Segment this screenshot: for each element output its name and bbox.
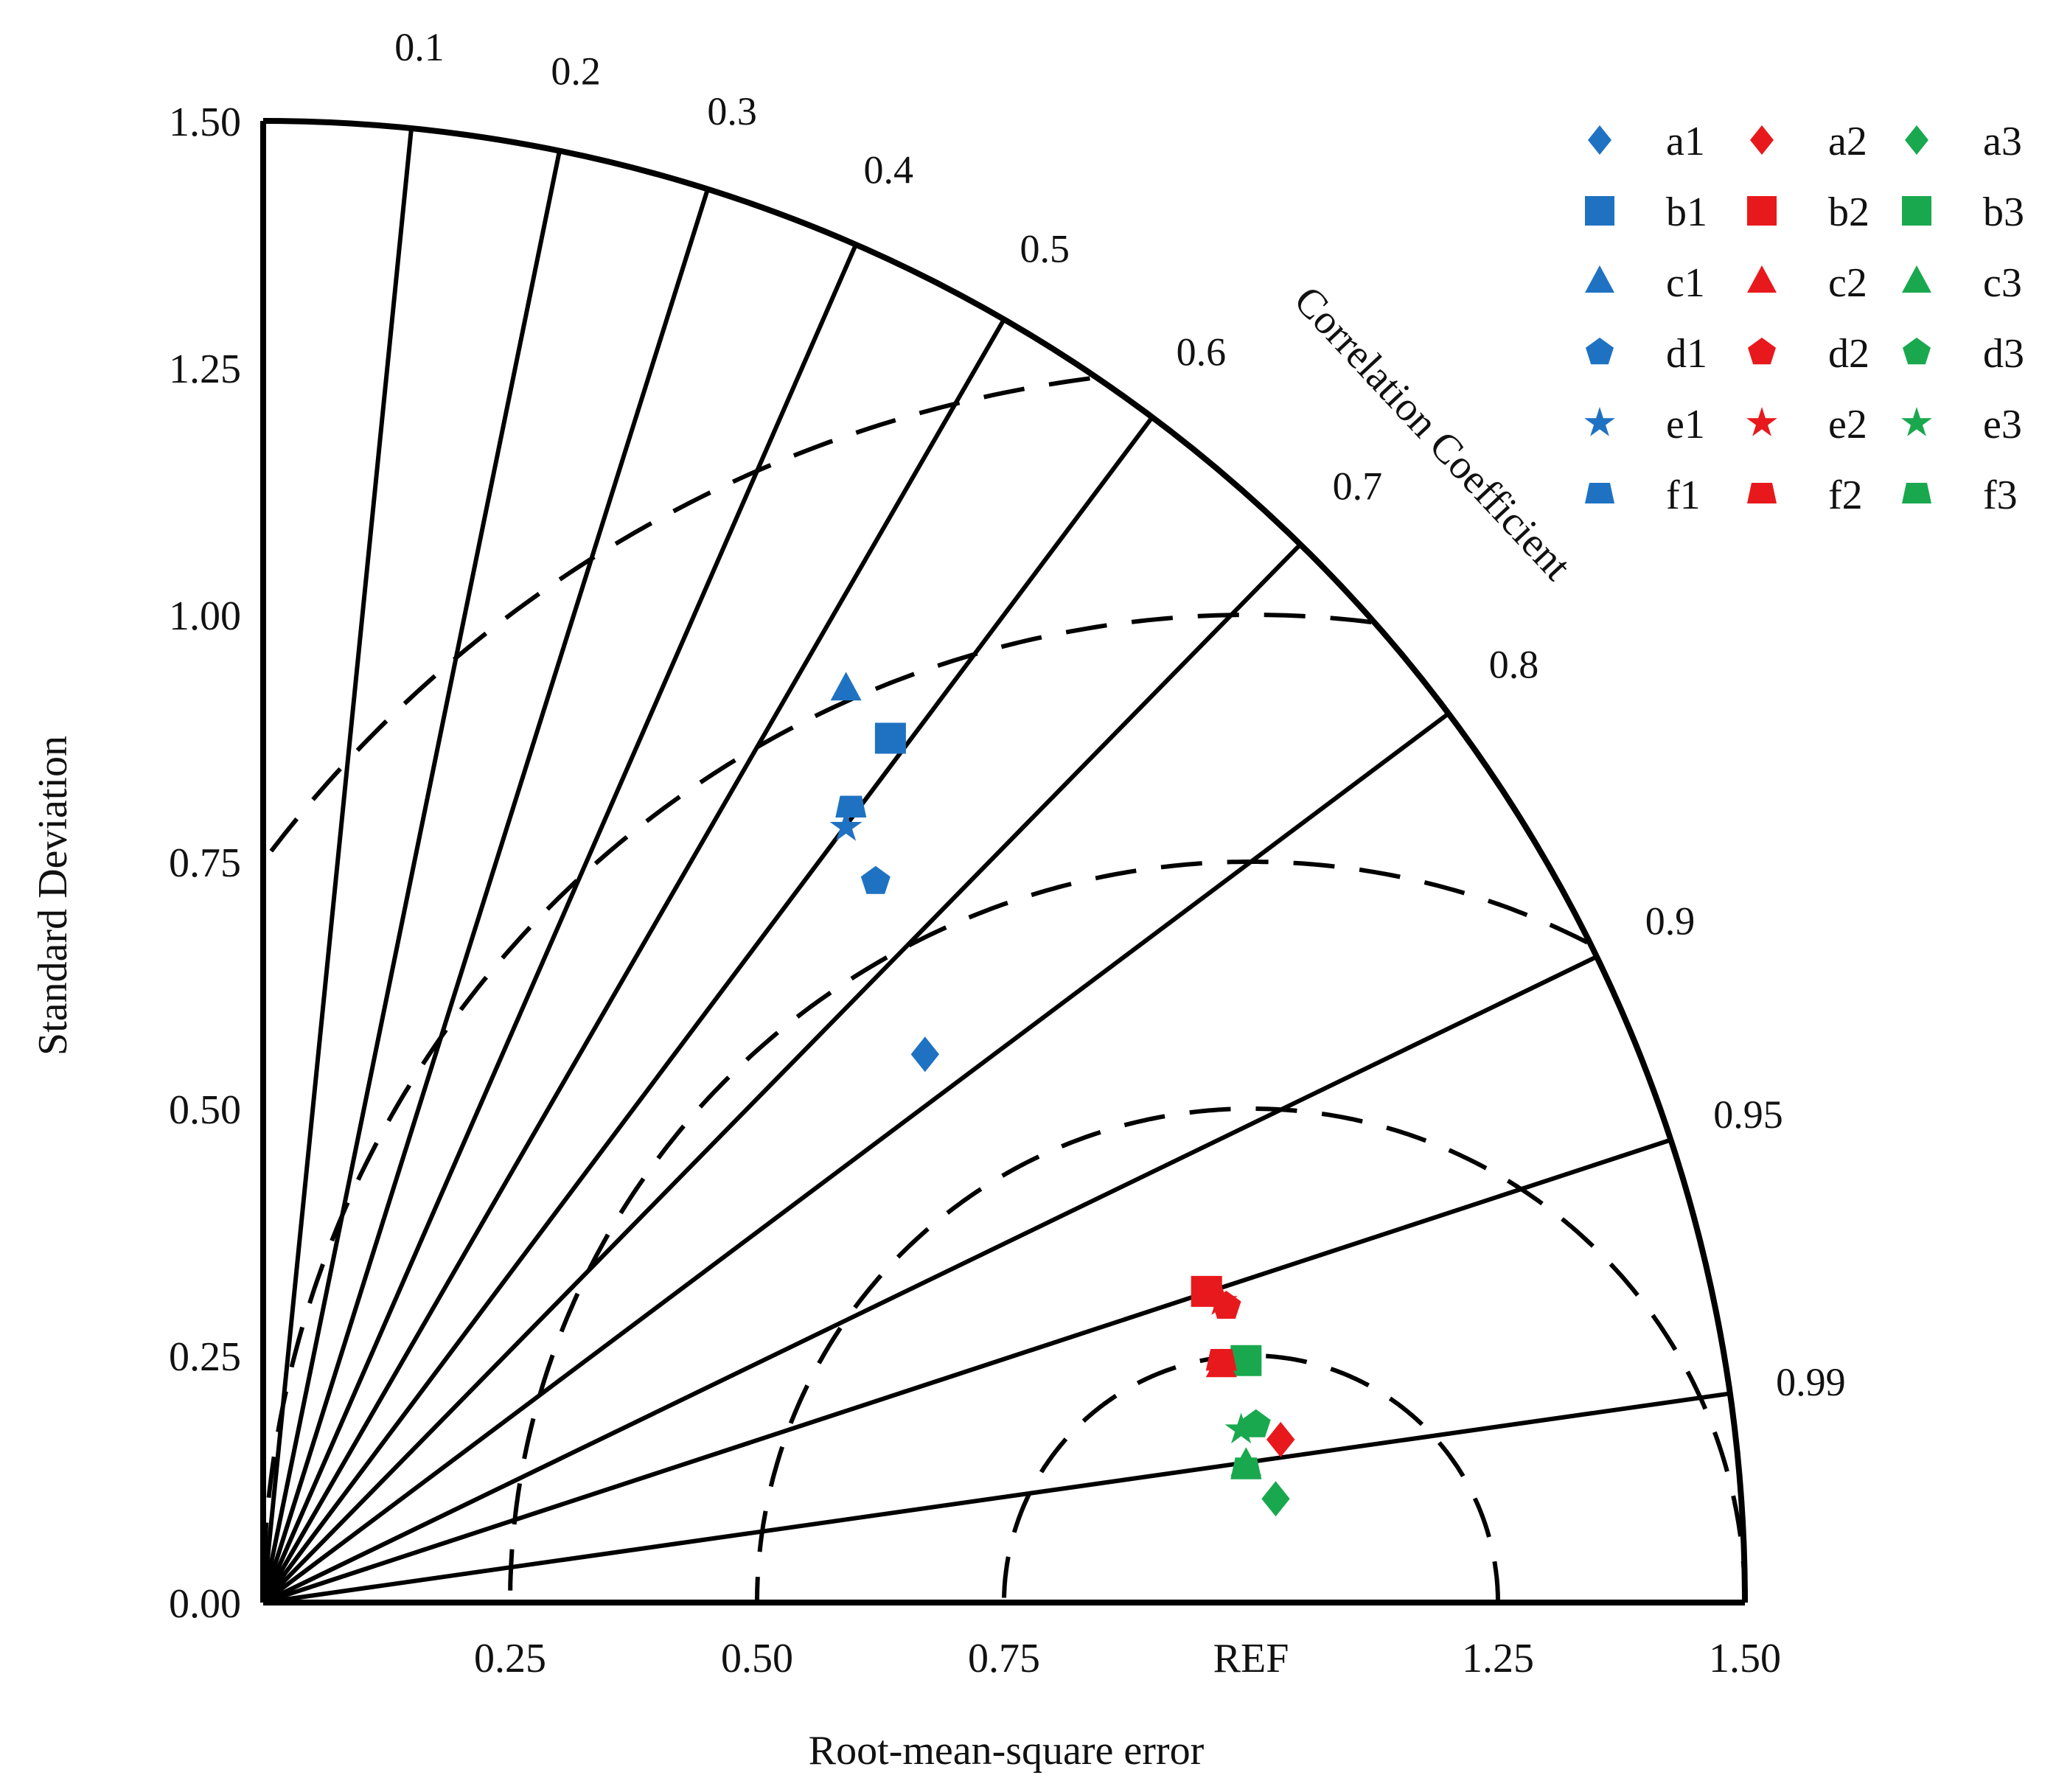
rms-contour-0.5 bbox=[755, 1106, 1747, 1603]
legend-marker-b3 bbox=[1902, 196, 1931, 226]
legend-marker-a3 bbox=[1905, 125, 1928, 155]
correlation-tick-label: 0.8 bbox=[1489, 643, 1539, 687]
legend-marker-f1 bbox=[1585, 483, 1614, 503]
legend-label-e2: e2 bbox=[1828, 402, 1867, 447]
legend-label-f1: f1 bbox=[1666, 473, 1701, 518]
correlation-tick-label: 0.5 bbox=[1020, 227, 1070, 271]
legend-label-a1: a1 bbox=[1666, 119, 1705, 164]
x-tick-label: 0.75 bbox=[968, 1636, 1040, 1681]
rms-contour-1.25 bbox=[262, 376, 1090, 861]
legend-label-e3: e3 bbox=[1983, 402, 2022, 447]
legend-label-b2: b2 bbox=[1828, 189, 1869, 235]
data-point-a3 bbox=[1261, 1481, 1290, 1517]
legend-marker-d2 bbox=[1748, 338, 1776, 365]
correlation-tick-label: 0.2 bbox=[551, 49, 601, 93]
data-point-e3 bbox=[1224, 1412, 1258, 1444]
data-point-c1 bbox=[830, 672, 862, 701]
correlation-tick-label: 0.7 bbox=[1333, 464, 1383, 509]
y-tick-label: 0.50 bbox=[169, 1087, 241, 1133]
correlation-ray bbox=[261, 243, 858, 1604]
y-tick-label: 0.25 bbox=[169, 1334, 241, 1380]
data-point-f1 bbox=[835, 795, 867, 817]
data-point-b1 bbox=[874, 722, 906, 754]
legend-label-d1: d1 bbox=[1666, 331, 1707, 377]
correlation-tick-label: 0.4 bbox=[863, 147, 913, 192]
correlation-tick-label: 0.95 bbox=[1713, 1092, 1783, 1137]
correlation-ray bbox=[261, 150, 562, 1603]
correlation-tick-label: 0.9 bbox=[1645, 899, 1696, 944]
correlation-ray bbox=[261, 128, 414, 1603]
legend-marker-f2 bbox=[1747, 483, 1777, 503]
data-points bbox=[829, 672, 1295, 1517]
x-tick-label: 0.25 bbox=[474, 1636, 546, 1681]
rms-contour-1 bbox=[261, 612, 1372, 1603]
correlation-ray bbox=[261, 318, 1006, 1604]
legend-marker-c3 bbox=[1902, 265, 1931, 293]
correlation-ray bbox=[262, 711, 1450, 1605]
legend-label-f2: f2 bbox=[1828, 473, 1863, 518]
legend-label-a2: a2 bbox=[1828, 119, 1867, 164]
legend: a1 a2 a3 b1 b2 b3 c1 c2 c3 d1 d2 d3 e1 e2 e3 f1 f2 f3 bbox=[1584, 119, 2024, 518]
legend-marker-e3 bbox=[1901, 407, 1932, 436]
y-tick-label: 1.50 bbox=[169, 100, 241, 145]
x-axis-label: Root-mean-square error bbox=[809, 1728, 1205, 1774]
legend-label-c1: c1 bbox=[1666, 260, 1705, 306]
x-tick-label: 1.50 bbox=[1709, 1636, 1781, 1681]
correlation-ray bbox=[261, 543, 1303, 1605]
legend-label-a3: a3 bbox=[1983, 119, 2022, 164]
data-point-e1 bbox=[829, 810, 863, 841]
legend-marker-b2 bbox=[1747, 196, 1777, 226]
legend-marker-b1 bbox=[1585, 196, 1614, 226]
legend-marker-e2 bbox=[1746, 407, 1777, 436]
x-tick-label: 1.25 bbox=[1462, 1636, 1534, 1681]
correlation-tick-label: 0.99 bbox=[1776, 1360, 1846, 1404]
legend-marker-a2 bbox=[1750, 125, 1774, 155]
x-tick-label: REF bbox=[1213, 1636, 1289, 1681]
correlation-ray bbox=[262, 1137, 1672, 1605]
tick-labels: 0.1 0.2 0.3 0.4 0.5 0.6 0.7 0.8 0.9 0.95 0.99 0.00 0… bbox=[169, 25, 1846, 1681]
legend-marker-e1 bbox=[1584, 407, 1615, 436]
legend-marker-c1 bbox=[1585, 265, 1614, 293]
legend-label-d2: d2 bbox=[1828, 331, 1869, 377]
legend-label-b1: b1 bbox=[1666, 189, 1707, 235]
correlation-axis-label: Correlation Coefficient bbox=[1285, 277, 1580, 589]
legend-label-c3: c3 bbox=[1983, 260, 2022, 306]
legend-marker-a1 bbox=[1588, 125, 1611, 155]
y-tick-label: 0.75 bbox=[169, 840, 241, 886]
correlation-ray bbox=[261, 416, 1154, 1604]
outer-arc bbox=[262, 118, 1748, 1603]
data-point-f2 bbox=[1205, 1349, 1237, 1371]
correlation-rays bbox=[261, 128, 1731, 1605]
data-point-b3 bbox=[1230, 1345, 1262, 1376]
data-point-d1 bbox=[860, 865, 891, 894]
y-tick-label: 0.00 bbox=[169, 1581, 241, 1627]
legend-label-e1: e1 bbox=[1666, 402, 1705, 447]
correlation-ray bbox=[262, 1391, 1731, 1605]
correlation-ray bbox=[261, 188, 710, 1603]
chart-frame bbox=[260, 118, 1748, 1606]
legend-marker-c2 bbox=[1747, 265, 1777, 293]
legend-marker-f3 bbox=[1902, 483, 1931, 503]
y-axis-label: Standard Deviation bbox=[30, 736, 76, 1056]
legend-label-f3: f3 bbox=[1983, 473, 2018, 518]
legend-marker-d1 bbox=[1586, 338, 1614, 365]
data-point-f3 bbox=[1230, 1457, 1262, 1479]
legend-marker-d3 bbox=[1903, 338, 1931, 365]
y-tick-label: 1.00 bbox=[169, 593, 241, 639]
rms-contour-0.75 bbox=[508, 860, 1589, 1603]
correlation-tick-label: 0.1 bbox=[394, 25, 445, 69]
rms-contours bbox=[261, 376, 1747, 1603]
y-tick-label: 1.25 bbox=[169, 346, 241, 392]
correlation-tick-label: 0.6 bbox=[1177, 330, 1227, 374]
data-point-a1 bbox=[910, 1036, 939, 1073]
data-point-a2 bbox=[1266, 1421, 1295, 1457]
legend-label-c2: c2 bbox=[1828, 260, 1867, 306]
data-point-e2 bbox=[1205, 1284, 1238, 1315]
legend-label-b3: b3 bbox=[1983, 189, 2024, 235]
correlation-ray bbox=[262, 955, 1598, 1605]
legend-label-d3: d3 bbox=[1983, 331, 2024, 377]
correlation-tick-label: 0.3 bbox=[707, 89, 757, 133]
x-tick-label: 0.50 bbox=[721, 1636, 793, 1681]
